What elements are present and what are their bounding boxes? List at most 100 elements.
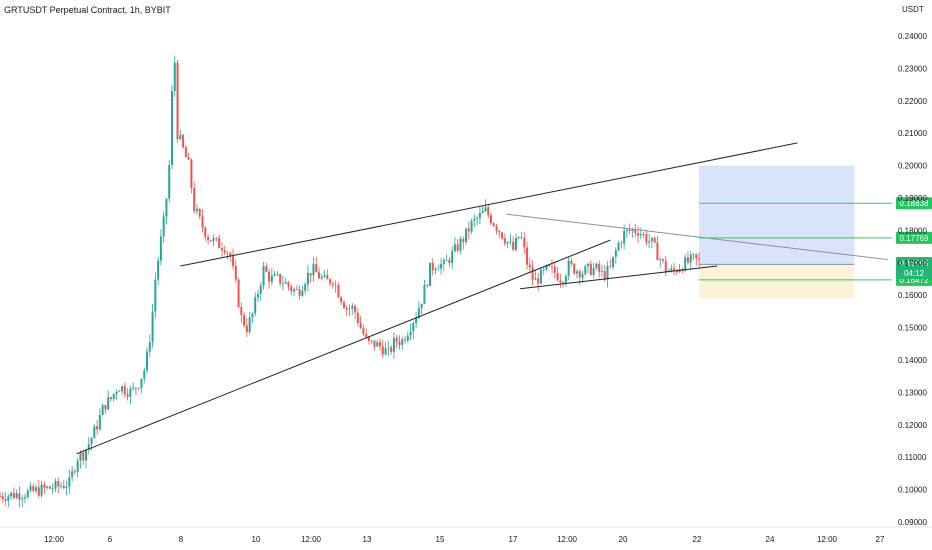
candle-body: [90, 438, 93, 445]
candle-body: [251, 313, 254, 318]
candle-body: [456, 244, 459, 251]
candle-body: [564, 276, 567, 283]
y-tick-label: 0.14000: [898, 356, 927, 365]
current-price-label: [896, 256, 932, 279]
candle-body: [146, 351, 149, 371]
candle-body: [184, 147, 187, 158]
candle-body: [87, 444, 90, 450]
x-tick-label: 24: [766, 535, 775, 544]
candle-body: [534, 278, 537, 280]
current-price-text: 0.16995: [900, 259, 929, 268]
x-tick-label: 12:00: [817, 535, 838, 544]
candle-body: [7, 496, 10, 501]
candle-body: [98, 414, 101, 430]
candle-body: [306, 272, 309, 285]
candle-body: [115, 392, 118, 394]
candle-body: [498, 230, 501, 233]
currency-label: USDT: [902, 5, 924, 14]
x-tick-label: 20: [619, 535, 628, 544]
candle-body: [101, 404, 104, 415]
candle-body: [190, 159, 193, 189]
candle-body: [104, 404, 107, 410]
candle-body: [661, 259, 664, 261]
chart-title: GRTUSDT Perpetual Contract, 1h, BYBIT: [4, 5, 171, 15]
candle-body: [428, 262, 431, 286]
candle-body: [406, 335, 409, 341]
candle-body: [359, 322, 362, 329]
candle-body: [137, 388, 140, 389]
candle-body: [467, 228, 470, 232]
y-tick-label: 0.22000: [898, 97, 927, 106]
candle-body: [342, 302, 345, 308]
candle-body: [207, 237, 210, 241]
candle-body: [440, 263, 443, 269]
candle-body: [162, 216, 165, 237]
candle-body: [265, 266, 268, 272]
candle-body: [695, 254, 698, 259]
candle-body: [492, 223, 495, 226]
trend-line[interactable]: [76, 239, 611, 455]
candle-body: [584, 266, 587, 275]
candle-body: [284, 282, 287, 284]
candle-body: [376, 342, 379, 347]
countdown-text: 04:12: [904, 269, 925, 278]
candle-body: [412, 323, 415, 332]
candle-body: [26, 490, 29, 498]
candle-body: [315, 264, 318, 273]
candle-body: [392, 337, 395, 352]
candle-body: [437, 268, 440, 270]
candle-body: [503, 238, 506, 244]
candle-body: [659, 259, 662, 261]
candle-body: [268, 271, 271, 282]
candle-body: [140, 378, 143, 389]
trend-line[interactable]: [506, 213, 888, 261]
candle-body: [218, 238, 221, 249]
candle-body: [653, 237, 656, 243]
candle-body: [523, 237, 526, 248]
candle-body: [276, 273, 279, 275]
candle-body: [462, 238, 465, 243]
candle-body: [54, 481, 57, 489]
candle-body: [318, 272, 321, 279]
x-tick-label: 12:00: [44, 535, 65, 544]
candle-body: [43, 484, 46, 488]
candle-body: [600, 271, 603, 272]
candle-body: [209, 240, 212, 242]
trend-line[interactable]: [180, 142, 798, 267]
candle-body: [542, 269, 545, 271]
candle-body: [609, 266, 612, 268]
candle-body: [689, 254, 692, 263]
candle-body: [451, 251, 454, 264]
candle-body: [628, 229, 631, 231]
x-tick-label: 6: [108, 535, 113, 544]
candle-body: [348, 308, 351, 310]
candle-body: [182, 134, 185, 148]
candle-body: [62, 486, 65, 489]
candle-body: [606, 266, 609, 280]
candle-body: [129, 388, 132, 397]
y-tick-label: 0.12000: [898, 421, 927, 430]
candle-body: [675, 270, 678, 273]
candle-body: [73, 471, 76, 473]
candle-body: [320, 276, 323, 279]
candle-body: [148, 342, 151, 352]
candle-body: [159, 236, 162, 261]
candle-body: [367, 336, 370, 341]
candle-body: [229, 253, 232, 257]
candle-body: [442, 260, 445, 264]
trend-line[interactable]: [520, 265, 718, 290]
candle-body: [76, 460, 79, 473]
candle-body: [487, 207, 490, 216]
y-tick-label: 0.09000: [898, 518, 927, 527]
candle-body: [573, 263, 576, 274]
candle-body: [645, 233, 648, 243]
x-tick-label: 12:00: [301, 535, 322, 544]
candle-body: [290, 286, 293, 292]
candle-body: [537, 278, 540, 284]
candle-body: [293, 289, 296, 292]
candle-body: [232, 256, 235, 266]
candle-body: [650, 237, 653, 242]
candle-body: [23, 497, 26, 499]
candle-body: [509, 241, 512, 243]
